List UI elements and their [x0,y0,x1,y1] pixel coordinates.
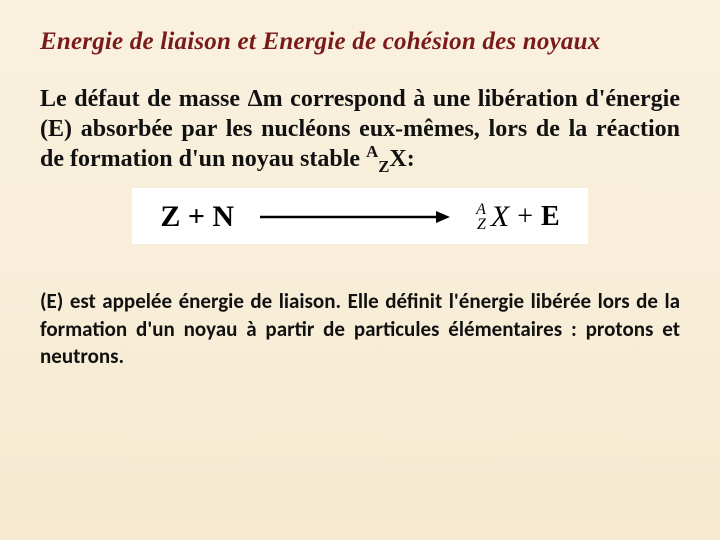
eq-lhs: Z + N [160,200,234,234]
eq-nuclide-indices: A Z [476,202,486,232]
paragraph-2: (E) est appelée énergie de liaison. Elle… [40,288,680,371]
paragraph-1: Le défaut de masse Δm correspond à une l… [40,84,680,174]
eq-energy: E [541,201,560,233]
p1-tail: X: [389,146,414,172]
page-title: Energie de liaison et Energie de cohésio… [40,28,680,56]
eq-plus: + [517,201,533,233]
eq-rhs: A Z X + E [476,200,560,234]
arrow-icon [260,201,450,233]
eq-mass-number: A [476,202,486,217]
p1-superscript: A [366,142,378,161]
p1-subscript: Z [378,157,389,176]
eq-atomic-number: Z [477,217,486,232]
eq-element: X [491,200,509,234]
equation: Z + N A Z X + E [132,188,587,244]
p1-text: Le défaut de masse Δm correspond à une l… [40,86,680,172]
equation-container: Z + N A Z X + E [40,188,680,244]
